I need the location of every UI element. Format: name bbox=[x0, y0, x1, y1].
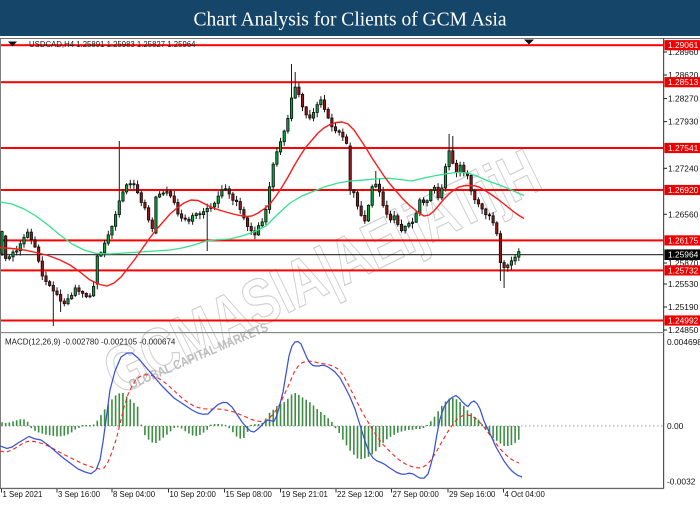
svg-text:1.25530: 1.25530 bbox=[668, 279, 699, 289]
svg-text:15 Sep 08:00: 15 Sep 08:00 bbox=[226, 490, 273, 499]
svg-text:0.004698: 0.004698 bbox=[667, 337, 700, 347]
svg-text:22 Sep 12:00: 22 Sep 12:00 bbox=[337, 490, 384, 499]
svg-text:-0.0032: -0.0032 bbox=[667, 477, 696, 487]
svg-text:8 Sep 04:00: 8 Sep 04:00 bbox=[113, 490, 156, 499]
svg-text:1 Sep 2021: 1 Sep 2021 bbox=[3, 490, 43, 499]
svg-text:4 Oct 04:00: 4 Oct 04:00 bbox=[505, 490, 546, 499]
svg-text:1.25964: 1.25964 bbox=[668, 250, 699, 260]
svg-text:1.27240: 1.27240 bbox=[668, 163, 699, 173]
svg-text:10 Sep 20:00: 10 Sep 20:00 bbox=[170, 490, 217, 499]
svg-text:27 Sep 00:00: 27 Sep 00:00 bbox=[393, 490, 440, 499]
svg-text:1.25190: 1.25190 bbox=[668, 302, 699, 312]
svg-text:3 Sep 16:00: 3 Sep 16:00 bbox=[58, 490, 101, 499]
svg-text:1.29061: 1.29061 bbox=[668, 40, 699, 50]
svg-text:1.26560: 1.26560 bbox=[668, 209, 699, 219]
svg-text:29 Sep 16:00: 29 Sep 16:00 bbox=[449, 490, 496, 499]
svg-text:1.26175: 1.26175 bbox=[668, 235, 699, 245]
svg-text:1.27541: 1.27541 bbox=[668, 143, 699, 153]
svg-text:1.24992: 1.24992 bbox=[668, 316, 699, 326]
svg-text:1.25732: 1.25732 bbox=[668, 265, 699, 275]
svg-text:1.24850: 1.24850 bbox=[668, 325, 699, 335]
svg-text:19 Sep 21:01: 19 Sep 21:01 bbox=[282, 490, 328, 499]
svg-text:USDCAD,H4 1.25891 1.25983 1.25: USDCAD,H4 1.25891 1.25983 1.25827 1.2596… bbox=[29, 40, 196, 49]
svg-text:1.28270: 1.28270 bbox=[668, 94, 699, 104]
svg-text:1.26920: 1.26920 bbox=[668, 185, 699, 195]
svg-text:1.28513: 1.28513 bbox=[668, 77, 699, 87]
svg-text:MACD(12,26,9) -0.002780 -0.002: MACD(12,26,9) -0.002780 -0.002105 -0.000… bbox=[5, 338, 176, 347]
svg-text:Chart Analysis for Clients of: Chart Analysis for Clients of GCM Asia bbox=[193, 10, 506, 31]
svg-text:1.27930: 1.27930 bbox=[668, 117, 699, 127]
svg-text:0.00: 0.00 bbox=[667, 421, 684, 431]
